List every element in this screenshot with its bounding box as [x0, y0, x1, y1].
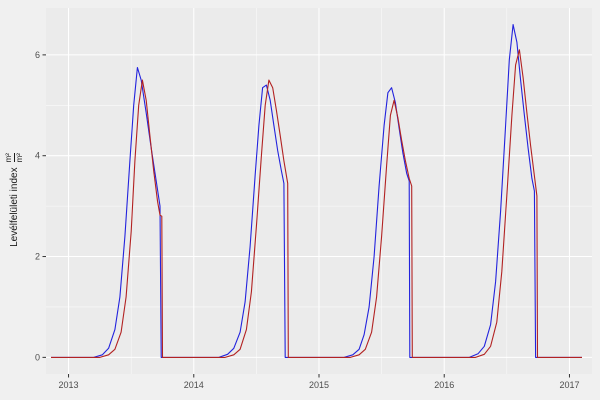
y-tick-label: 2: [35, 252, 40, 262]
x-tick-label: 2013: [59, 380, 79, 390]
y-tick-label: 6: [35, 50, 40, 60]
series-line-red: [51, 49, 582, 358]
x-tick-label: 2015: [309, 380, 329, 390]
x-tick-label: 2016: [434, 380, 454, 390]
x-tick-label: 2017: [559, 380, 579, 390]
y-tick-label: 4: [35, 151, 40, 161]
x-tick-label: 2014: [184, 380, 204, 390]
y-tick-label: 0: [35, 352, 40, 362]
